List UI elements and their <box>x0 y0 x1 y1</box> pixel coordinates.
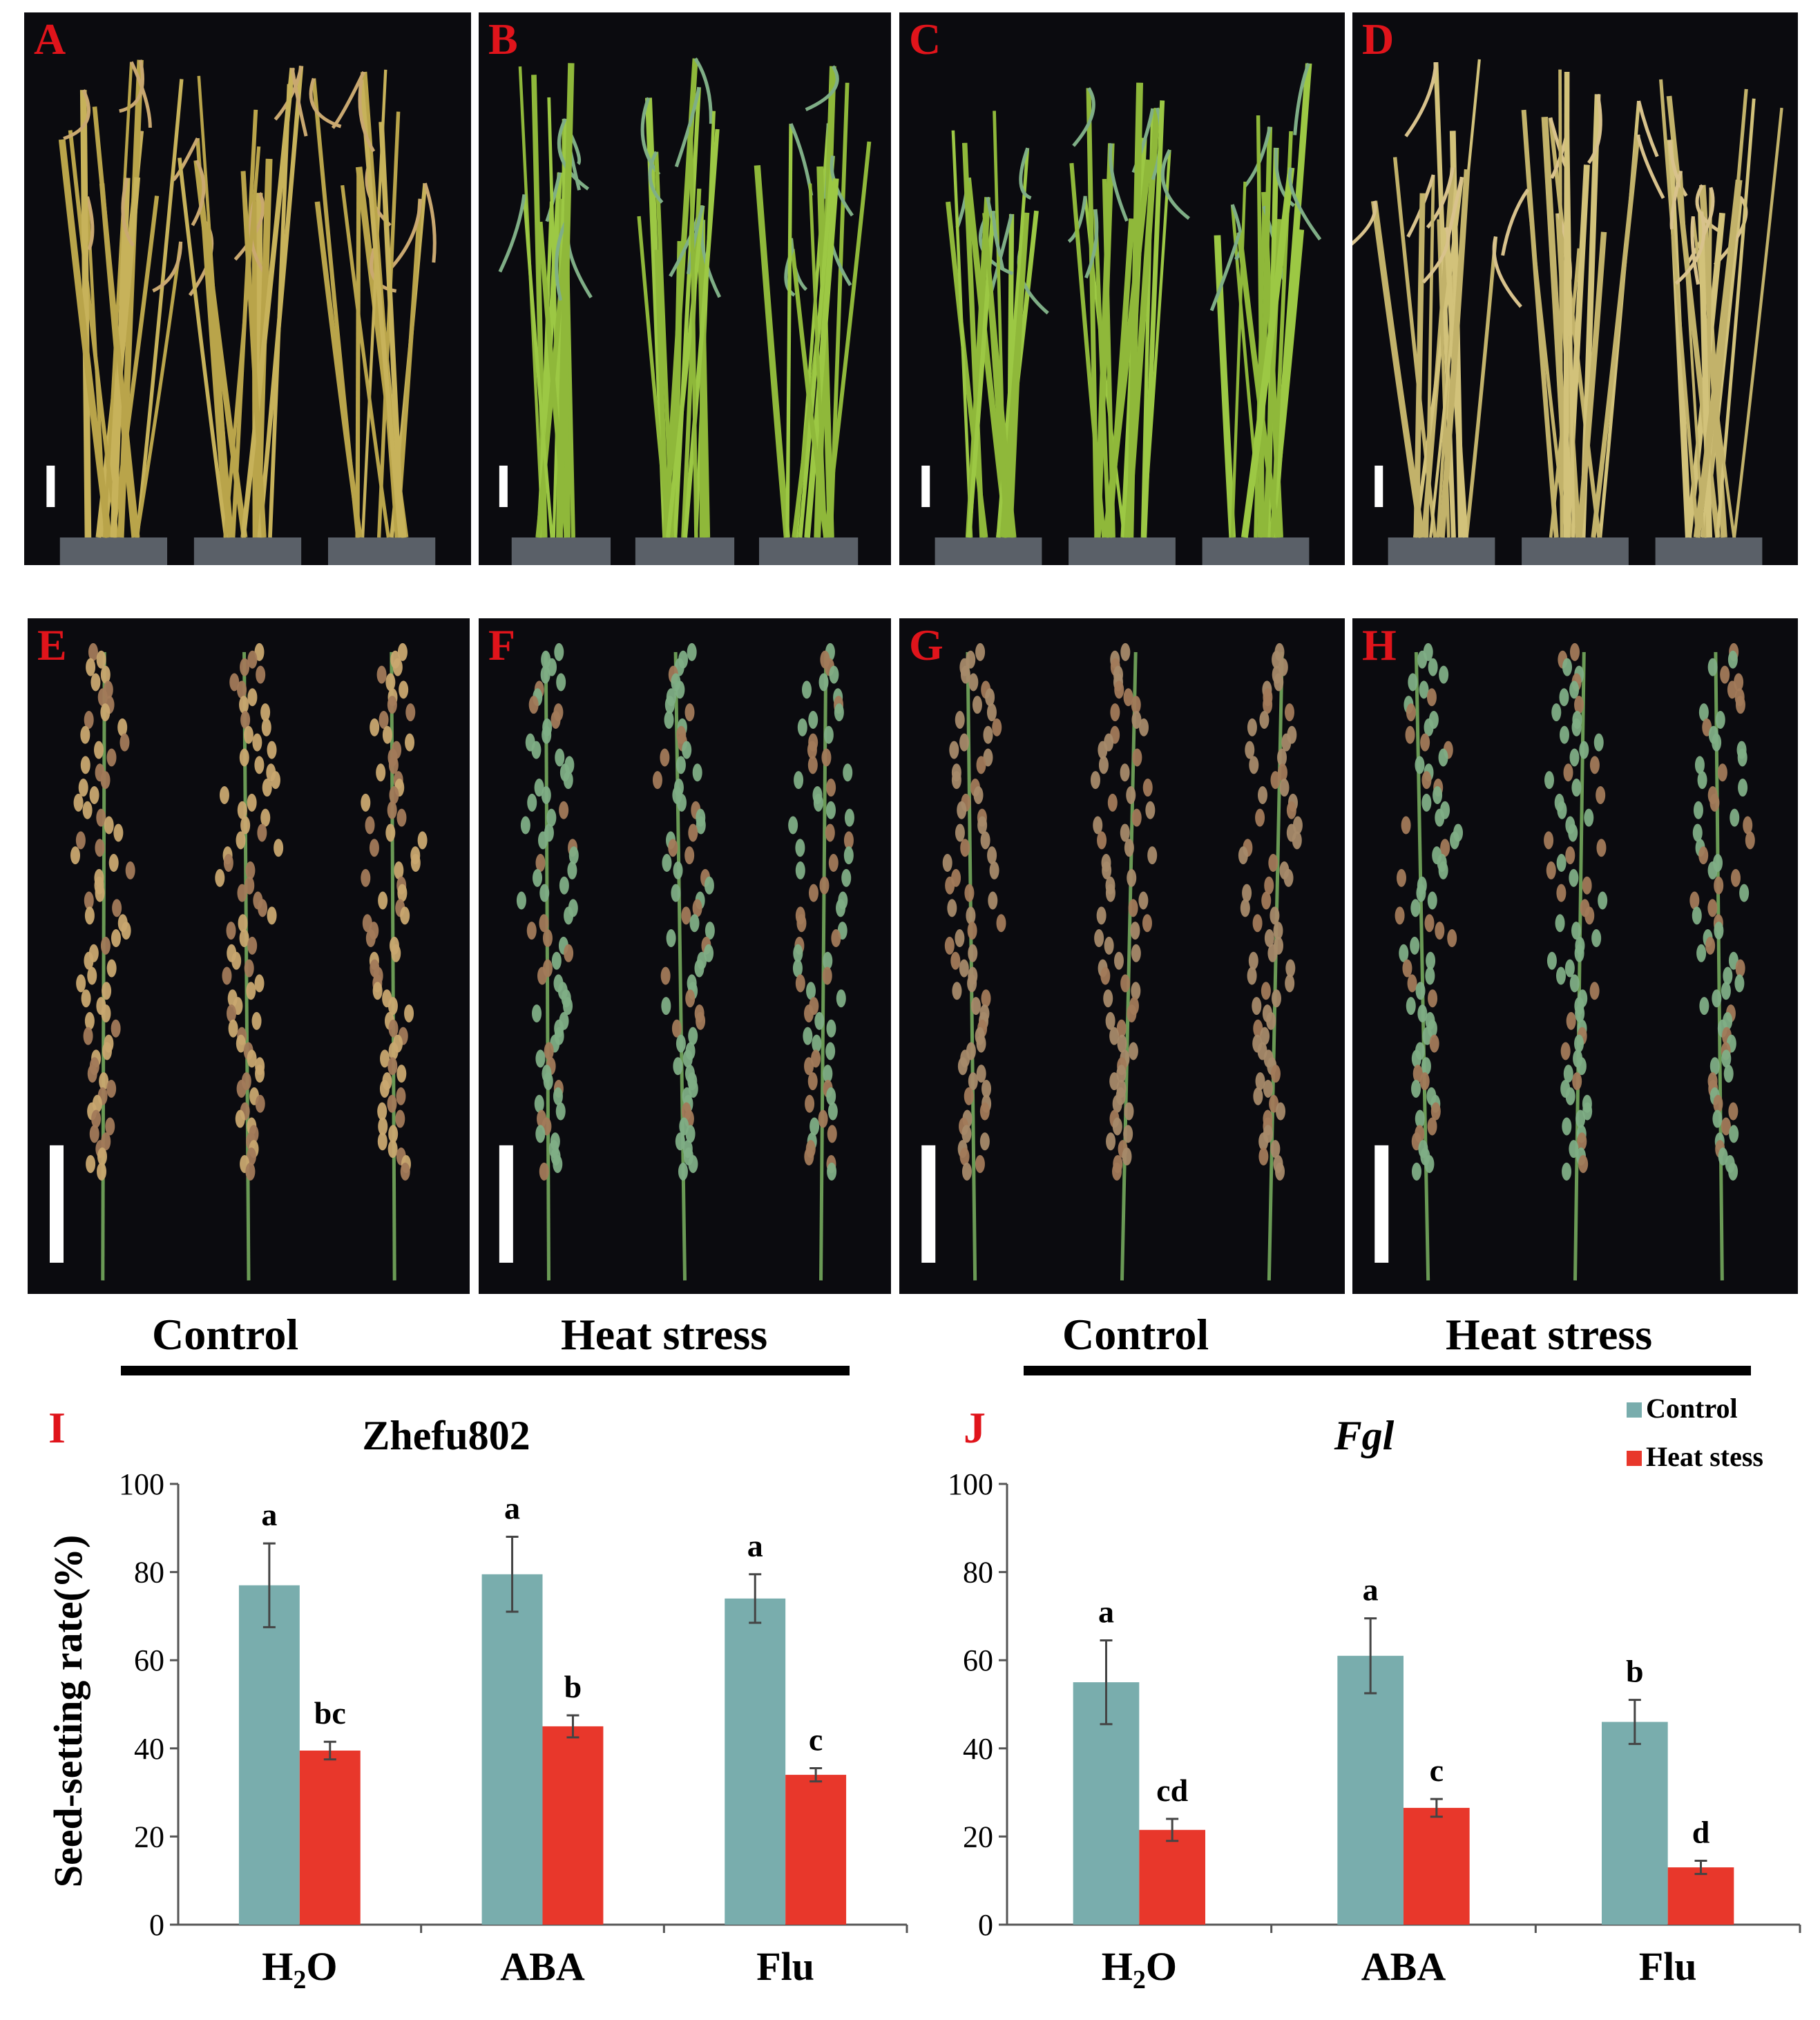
y-tick-label: 60 <box>134 1643 164 1677</box>
y-tick-label: 0 <box>978 1908 993 1942</box>
panel-label: A <box>34 15 66 64</box>
significance-letter: cd <box>1156 1773 1188 1808</box>
rice-plants-image <box>46 59 437 565</box>
legend-label: Heat stess <box>1646 1441 1763 1472</box>
photo-panel-e: E <box>28 618 470 1294</box>
significance-letter: a <box>1363 1572 1379 1608</box>
y-axis-label: Seed-setting rate(%) <box>46 1535 90 1888</box>
panel-label: G <box>909 620 943 669</box>
significance-letter: a <box>1098 1594 1114 1629</box>
bar-heat <box>785 1775 847 1925</box>
panel-label: C <box>909 15 941 64</box>
panel-label: J <box>964 1403 986 1452</box>
scale-bar <box>499 1145 513 1263</box>
scale-bar <box>921 466 930 507</box>
y-tick-label: 40 <box>963 1732 993 1766</box>
rice-panicles-image <box>50 642 428 1281</box>
significance-letter: a <box>504 1491 520 1526</box>
legend-swatch <box>1627 1402 1642 1418</box>
bar-heat <box>542 1726 604 1925</box>
bar-heat <box>1139 1829 1205 1925</box>
bar-heat <box>1667 1867 1734 1925</box>
photo-panel-h: H <box>1352 618 1798 1294</box>
bar-heat <box>1404 1807 1470 1925</box>
bar-heat <box>299 1750 361 1925</box>
panel-label: D <box>1362 15 1395 64</box>
x-category-label: ABA <box>1361 1944 1446 1989</box>
panel-label: B <box>488 15 518 64</box>
rice-plants-image <box>498 57 872 565</box>
scale-bar <box>46 466 55 507</box>
photo-panel-b: B <box>479 12 891 565</box>
significance-letter: bc <box>314 1695 346 1731</box>
y-tick-label: 80 <box>963 1556 993 1590</box>
significance-letter: c <box>809 1722 823 1757</box>
y-tick-label: 40 <box>134 1732 164 1766</box>
scale-bar <box>499 466 508 507</box>
photo-panel-f: F <box>479 618 891 1294</box>
x-category-label: Flu <box>1639 1944 1697 1989</box>
chart-title: Fgl <box>1334 1413 1395 1458</box>
bar-control <box>725 1598 786 1925</box>
y-tick-label: 20 <box>134 1820 164 1854</box>
y-tick-label: 0 <box>149 1908 164 1942</box>
legend-swatch <box>1627 1451 1642 1466</box>
bar-control <box>1602 1722 1668 1925</box>
panel-label: F <box>488 620 516 669</box>
legend-label: Control <box>1646 1393 1738 1424</box>
photo-panel-g: G <box>899 618 1345 1294</box>
x-category-label: H2O <box>1102 1944 1177 1994</box>
rice-plants-image <box>1352 59 1783 565</box>
significance-letter: a <box>261 1497 277 1532</box>
caption-control-left: Control <box>152 1310 299 1359</box>
photo-panel-c: C <box>899 12 1345 565</box>
y-tick-label: 100 <box>119 1467 164 1501</box>
group-bar-left <box>121 1366 850 1375</box>
significance-letter: b <box>1626 1654 1644 1689</box>
charts-svg: I Zhefu802 0 20 40 60 80 100 Seed-setting rate(%… <box>46 1393 1801 1994</box>
y-tick-label: 60 <box>963 1643 993 1677</box>
rice-plants-image <box>921 62 1322 565</box>
bar-chart-j: J Fgl 0 20 40 60 80 100 a cd H2O a c ABA b d Flu Control H… <box>948 1393 1801 1994</box>
scale-bar <box>50 1145 64 1263</box>
bar-control <box>1337 1655 1404 1925</box>
x-category-label: Flu <box>756 1944 814 1989</box>
scale-bar <box>1374 1145 1389 1263</box>
significance-letter: b <box>564 1669 582 1704</box>
significance-letter: d <box>1692 1814 1710 1849</box>
bar-control <box>481 1574 543 1925</box>
caption-heat-left: Heat stress <box>561 1310 768 1359</box>
panel-label: H <box>1362 620 1397 669</box>
scale-bar <box>921 1145 936 1263</box>
bar-control <box>238 1585 300 1925</box>
bar-chart-i: I Zhefu802 0 20 40 60 80 100 Seed-setting rate(%… <box>46 1403 908 1994</box>
scale-bar <box>1374 466 1383 507</box>
x-category-label: ABA <box>500 1944 585 1989</box>
seed-setting-charts: I Zhefu802 0 20 40 60 80 100 Seed-setting rate(%… <box>0 1382 1820 2017</box>
caption-heat-right: Heat stress <box>1446 1310 1653 1359</box>
significance-letter: a <box>747 1528 763 1563</box>
caption-control-right: Control <box>1062 1310 1209 1359</box>
group-bar-right <box>1024 1366 1751 1375</box>
chart-title: Zhefu802 <box>362 1413 530 1458</box>
panel-label: I <box>48 1403 66 1452</box>
y-tick-label: 80 <box>134 1556 164 1590</box>
rice-panicles-image <box>1374 642 1755 1281</box>
rice-panicles-image <box>499 642 854 1281</box>
photo-panel-a: A <box>24 12 471 565</box>
y-tick-label: 100 <box>948 1467 993 1501</box>
x-category-label: H2O <box>262 1944 337 1994</box>
y-tick-label: 20 <box>963 1820 993 1854</box>
panel-label: E <box>37 620 67 669</box>
photo-panel-d: D <box>1352 12 1798 565</box>
rice-panicles-image <box>921 642 1303 1281</box>
significance-letter: c <box>1430 1753 1444 1788</box>
